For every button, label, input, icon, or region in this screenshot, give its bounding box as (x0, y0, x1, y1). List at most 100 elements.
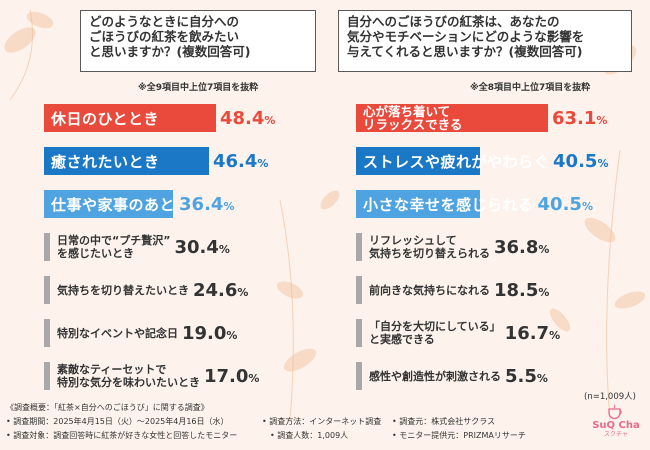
right-question-line-1: 自分へのごほうびの紅茶は、あなたの (347, 14, 560, 29)
right-value-unit-7: % (536, 372, 548, 385)
left-bar-4: 日常の中で“プチ贅沢” を感じたいとき (44, 233, 170, 261)
left-value-label-5: 24.6% (193, 282, 248, 300)
left-bar-label-1-line-1: 休日のひととき (51, 109, 160, 128)
right-bar-label-6: 「自分を大切にしている」 と実感できる (369, 320, 501, 346)
left-value-label-4: 30.4% (174, 239, 229, 257)
left-value-unit-1: % (264, 114, 276, 127)
right-bar-1: 心が落ち着いて リラックスできる (356, 104, 548, 132)
left-bar-label-5: 気持ちを切り替えたいとき (57, 284, 189, 297)
left-bar-3: 仕事や家事のあと (44, 190, 175, 218)
right-value-label-1: 63.1% (552, 110, 607, 128)
right-note: ※全8項目中上位7項目を抜粋 (470, 83, 591, 93)
right-bar-label-4: リフレッシュして 気持ちを切り替えられる (369, 234, 490, 260)
left-bar-label-7: 素敵なティーセットで 特別な気分を味わいたいとき (57, 363, 200, 389)
left-question-box: どのようなときに自分への ごほうびの紅茶を飲みたい と思いますか？(複数回答可) (80, 10, 316, 72)
left-note: ※全9項目中上位7項目を抜粋 (138, 83, 259, 93)
left-value-label-7: 17.0% (204, 368, 259, 386)
left-bar-5: 気持ちを切り替えたいとき (44, 276, 189, 304)
right-value-number-7: 5.5 (505, 366, 537, 387)
right-bar-label-1-line-2: リラックスできる (363, 117, 463, 132)
survey-target: • 調査対象：調査回答時に紅茶が好きな女性と回答したモニター (6, 431, 238, 440)
left-question-line-2: ごほうびの紅茶を飲みたい (89, 29, 240, 44)
right-bar-label-6-line-2: と実感できる (369, 333, 435, 346)
right-bar-label-4-line-1: リフレッシュして (369, 234, 457, 247)
left-bar-2: 癒されたいとき (44, 147, 209, 175)
right-bar-6: 「自分を大切にしている」 と実感できる (356, 319, 501, 347)
right-value-label-3: 40.5% (538, 196, 593, 214)
left-value-label-2: 46.4% (213, 153, 268, 171)
right-value-unit-6: % (549, 329, 561, 342)
right-value-number-5: 18.5 (494, 280, 539, 301)
right-value-label-7: 5.5% (505, 368, 548, 386)
right-bar-label-7-line-1: 感性や創造性が刺激される (369, 369, 501, 383)
right-bar-7: 感性や創造性が刺激される (356, 362, 501, 390)
right-bar-label-3-line-1: 小さな幸せを感じられる (363, 195, 534, 214)
right-value-label-6: 16.7% (505, 325, 560, 343)
left-bar-label-7-line-2: 特別な気分を味わいたいとき (57, 376, 200, 389)
left-bar-label-4-line-1: 日常の中で“プチ贅沢” (57, 234, 171, 247)
brand-logo: SuQ Cha スクチャ (588, 404, 644, 446)
right-value-label-5: 18.5% (494, 282, 549, 300)
survey-org: • 調査元：株式会社サクラス (392, 417, 496, 426)
left-value-unit-2: % (257, 157, 269, 170)
right-bar-label-5: 前向きな気持ちになれる (369, 284, 490, 297)
right-bar-label-1-line-1: 心が落ち着いて (363, 104, 451, 119)
right-value-number-6: 16.7 (504, 323, 550, 344)
left-bar-label-3-line-1: 仕事や家事のあと (51, 195, 176, 214)
left-value-unit-5: % (237, 286, 249, 299)
right-question-line-3: 与えてくれると思いますか？(複数回答可) (347, 44, 583, 59)
left-value-number-2: 46.4 (213, 151, 258, 172)
left-value-unit-6: % (226, 329, 238, 342)
right-bar-label-7: 感性や創造性が刺激される (369, 370, 501, 383)
right-value-label-4: 36.8% (494, 239, 549, 257)
right-bar-label-2-line-1: ストレスや疲れがやわらぐ (363, 152, 550, 171)
left-bar-label-2: 癒されたいとき (51, 151, 160, 172)
right-value-label-2: 40.5% (553, 153, 608, 171)
left-value-label-6: 19.0% (182, 325, 237, 343)
left-bar-label-2-line-1: 癒されたいとき (51, 152, 160, 171)
survey-period: • 調査期間：2025年4月15日（火）～2025年4月16日（水） (6, 417, 229, 426)
right-bar-5: 前向きな気持ちになれる (356, 276, 490, 304)
right-bar-3: 小さな幸せを感じられる (356, 190, 533, 218)
left-value-unit-3: % (223, 200, 235, 213)
left-bar-1: 休日のひととき (44, 104, 216, 132)
sample-size-label: (n=1,009人) (584, 392, 636, 402)
brand-logo-subtext: スクチャ (604, 431, 628, 438)
left-bar-label-5-line-1: 気持ちを切り替えたいとき (57, 283, 189, 297)
left-value-number-5: 24.6 (193, 280, 238, 301)
right-value-unit-1: % (596, 114, 608, 127)
right-value-unit-3: % (581, 200, 593, 213)
left-value-label-3: 36.4% (179, 196, 234, 214)
survey-method: • 調査方法：インターネット調査 (262, 417, 382, 426)
survey-provider: • モニター提供元：PRIZMAリサーチ (392, 431, 526, 440)
right-bar-label-4-line-2: 気持ちを切り替えられる (369, 247, 490, 260)
left-bar-label-3: 仕事や家事のあと (51, 194, 175, 215)
right-value-unit-2: % (597, 157, 609, 170)
right-value-number-4: 36.8 (494, 237, 539, 258)
survey-count: • 調査人数：1,009人 (270, 431, 349, 440)
left-bar-label-1: 休日のひととき (51, 108, 159, 129)
left-value-number-7: 17.0 (204, 366, 249, 387)
left-bar-label-7-line-1: 素敵なティーセットで (57, 363, 167, 376)
right-value-unit-5: % (538, 286, 550, 299)
right-value-unit-4: % (538, 243, 550, 256)
teacup-icon (608, 404, 622, 420)
right-bar-label-2: ストレスや疲れがやわらぐ (363, 151, 549, 172)
left-value-number-1: 48.4 (220, 108, 265, 129)
left-bar-label-6: 特別なイベントや記念日 (57, 327, 178, 340)
right-bar-2: ストレスや疲れがやわらぐ (356, 147, 549, 175)
right-bar-label-5-line-1: 前向きな気持ちになれる (369, 283, 490, 297)
right-question-line-2: 気分やモチベーションにどのような影響を (347, 29, 585, 44)
left-bar-label-4-line-2: を感じたいとき (57, 247, 134, 260)
left-value-unit-7: % (248, 372, 260, 385)
left-value-number-4: 30.4 (174, 237, 219, 258)
left-question-line-3: と思いますか？(複数回答可) (89, 44, 251, 59)
right-bar-4: リフレッシュして 気持ちを切り替えられる (356, 233, 490, 261)
left-value-unit-4: % (218, 243, 230, 256)
right-value-number-2: 40.5 (553, 151, 598, 172)
left-value-label-1: 48.4% (220, 110, 275, 128)
right-bar-label-6-line-1: 「自分を大切にしている」 (369, 320, 501, 333)
right-value-number-1: 63.1 (552, 108, 597, 129)
left-bar-7: 素敵なティーセットで 特別な気分を味わいたいとき (44, 362, 200, 390)
